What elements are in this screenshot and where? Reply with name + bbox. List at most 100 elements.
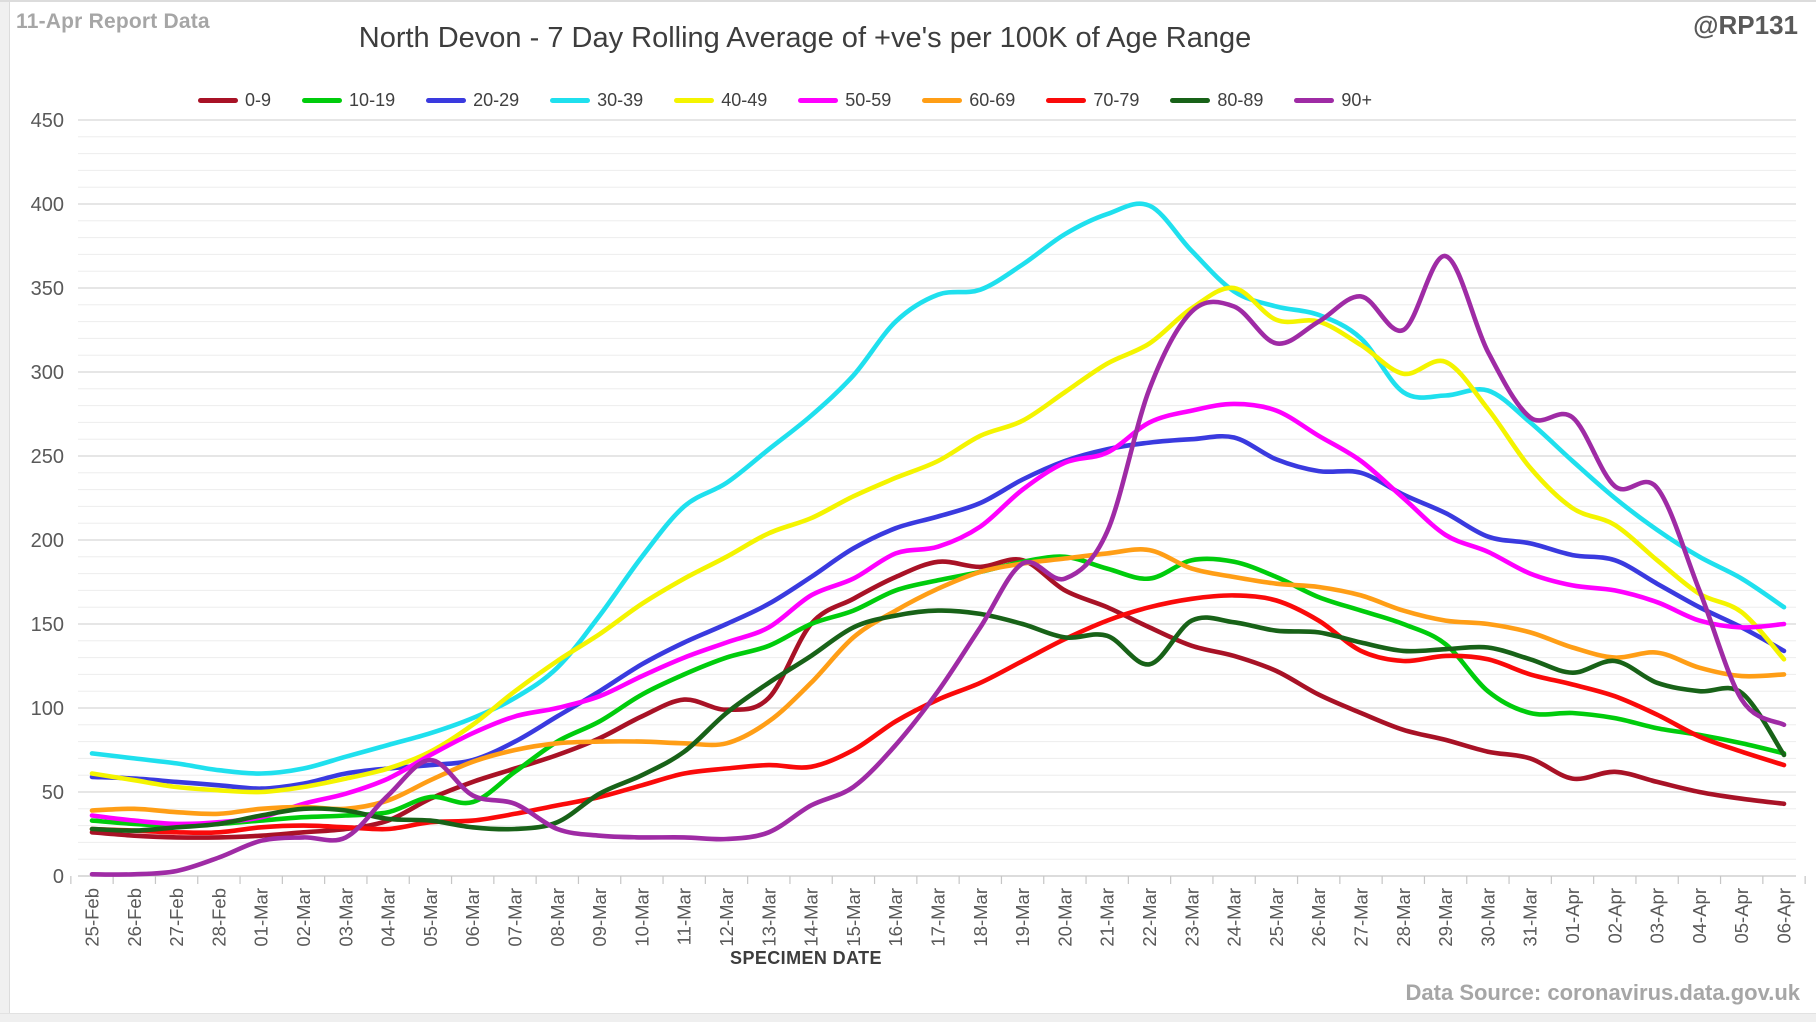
y-tick-label: 350: [31, 278, 64, 300]
x-tick-label: 03-Mar: [335, 888, 356, 947]
y-tick-label: 450: [31, 110, 64, 132]
x-tick-label: 11-Mar: [674, 888, 695, 945]
legend-item-10-19: 10-19: [302, 90, 395, 111]
x-tick-label: 27-Feb: [166, 888, 187, 947]
x-tick-label: 04-Apr: [1689, 888, 1710, 944]
y-tick-label: 400: [31, 194, 64, 216]
legend-label-70-79: 70-79: [1093, 90, 1140, 110]
watermark-handle: @RP131: [1693, 10, 1798, 40]
x-tick-label: 23-Mar: [1181, 888, 1202, 947]
x-tick-label: 07-Mar: [505, 888, 526, 947]
x-tick-label: 12-Mar: [716, 888, 737, 947]
window-left-edge: [0, 0, 10, 1022]
legend-swatch-20-29: [426, 98, 467, 103]
report-label: 11-Apr Report Data: [16, 10, 210, 33]
legend-swatch-50-59: [798, 98, 839, 103]
legend-item-50-59: 50-59: [798, 90, 891, 111]
legend-swatch-40-49: [674, 98, 715, 103]
x-tick-label: 06-Apr: [1774, 888, 1795, 944]
legend-label-0-9: 0-9: [245, 90, 272, 110]
legend-swatch-70-79: [1046, 98, 1087, 103]
legend-swatch-0-9: [198, 98, 239, 103]
series-line-40-49: [89, 285, 1787, 795]
series-line-0-9: [89, 557, 1787, 840]
legend-swatch-30-39: [550, 98, 591, 103]
x-tick-label: 28-Mar: [1393, 888, 1414, 947]
x-tick-label: 30-Mar: [1477, 888, 1498, 947]
x-tick-label: 16-Mar: [885, 888, 906, 947]
series-line-80-89: [89, 608, 1787, 833]
legend-item-60-69: 60-69: [922, 90, 1015, 111]
legend-item-0-9: 0-9: [198, 90, 271, 111]
legend-item-70-79: 70-79: [1046, 90, 1139, 111]
x-tick-label: 25-Mar: [1266, 888, 1287, 947]
legend-swatch-60-69: [922, 98, 963, 103]
legend-swatch-90+: [1294, 98, 1335, 103]
legend-swatch-10-19: [302, 98, 343, 103]
series-line-70-79: [89, 593, 1787, 836]
legend-label-10-19: 10-19: [349, 90, 396, 110]
x-tick-label: 26-Mar: [1308, 888, 1329, 947]
y-tick-label: 50: [42, 782, 64, 804]
x-tick-label: 04-Mar: [378, 888, 399, 947]
x-tick-label: 22-Mar: [1139, 888, 1160, 947]
x-tick-label: 25-Feb: [82, 888, 103, 947]
x-tick-label: 18-Mar: [970, 888, 991, 947]
x-tick-label: 06-Mar: [462, 888, 483, 947]
x-tick-label: 01-Mar: [251, 888, 272, 947]
data-source: Data Source: coronavirus.data.gov.uk: [1405, 980, 1800, 1005]
legend-label-30-39: 30-39: [597, 90, 644, 110]
legend-swatch-80-89: [1170, 98, 1211, 103]
legend-label-90+: 90+: [1341, 90, 1372, 110]
series-line-10-19: [89, 554, 1787, 828]
x-tick-label: 14-Mar: [801, 888, 822, 947]
x-tick-label: 15-Mar: [843, 888, 864, 947]
x-tick-label: 24-Mar: [1224, 888, 1245, 947]
x-tick-label: 05-Mar: [420, 888, 441, 947]
x-tick-label: 13-Mar: [758, 888, 779, 947]
page-title: North Devon - 7 Day Rolling Average of +…: [358, 22, 1252, 54]
legend-label-50-59: 50-59: [845, 90, 892, 110]
legend-label-80-89: 80-89: [1217, 90, 1264, 110]
x-tick-label: 10-Mar: [631, 888, 652, 947]
x-axis-title: SPECIMEN DATE: [730, 948, 882, 968]
x-tick-label: 31-Mar: [1520, 888, 1541, 947]
legend: 0-9 10-19 20-29 30-39 40-49 50-59 60-69 70-79 80…: [0, 90, 1570, 111]
x-tick-label: 26-Feb: [124, 888, 145, 947]
legend-item-30-39: 30-39: [550, 90, 643, 111]
x-tick-label: 17-Mar: [928, 888, 949, 947]
legend-label-60-69: 60-69: [969, 90, 1016, 110]
window-top-edge: [0, 0, 1816, 2]
legend-label-40-49: 40-49: [721, 90, 768, 110]
x-tick-label: 02-Mar: [293, 888, 314, 947]
series-line-60-69: [89, 547, 1787, 817]
x-tick-label: 21-Mar: [1097, 888, 1118, 947]
series-line-50-59: [89, 401, 1787, 827]
legend-item-80-89: 80-89: [1170, 90, 1263, 111]
legend-item-20-29: 20-29: [426, 90, 519, 111]
y-tick-label: 0: [53, 866, 64, 888]
legend-label-20-29: 20-29: [473, 90, 520, 110]
y-tick-label: 150: [31, 614, 64, 636]
x-tick-label: 01-Apr: [1562, 888, 1583, 944]
x-tick-label: 05-Apr: [1731, 888, 1752, 944]
window-bottom-edge: [0, 1013, 1816, 1022]
x-tick-label: 27-Mar: [1351, 888, 1372, 947]
x-tick-label: 09-Mar: [589, 888, 610, 947]
y-tick-label: 250: [31, 446, 64, 468]
x-tick-label: 08-Mar: [547, 888, 568, 947]
x-tick-label: 02-Apr: [1604, 888, 1625, 944]
legend-item-90+: 90+: [1294, 90, 1372, 111]
y-tick-label: 100: [31, 698, 64, 720]
y-tick-label: 300: [31, 362, 64, 384]
x-tick-label: 28-Feb: [208, 888, 229, 947]
legend-item-40-49: 40-49: [674, 90, 767, 111]
x-tick-label: 29-Mar: [1435, 888, 1456, 947]
x-tick-label: 03-Apr: [1647, 888, 1668, 944]
y-tick-label: 200: [31, 530, 64, 552]
x-tick-label: 19-Mar: [1012, 888, 1033, 947]
series-line-90+: [89, 253, 1787, 877]
x-tick-label: 20-Mar: [1054, 888, 1075, 947]
